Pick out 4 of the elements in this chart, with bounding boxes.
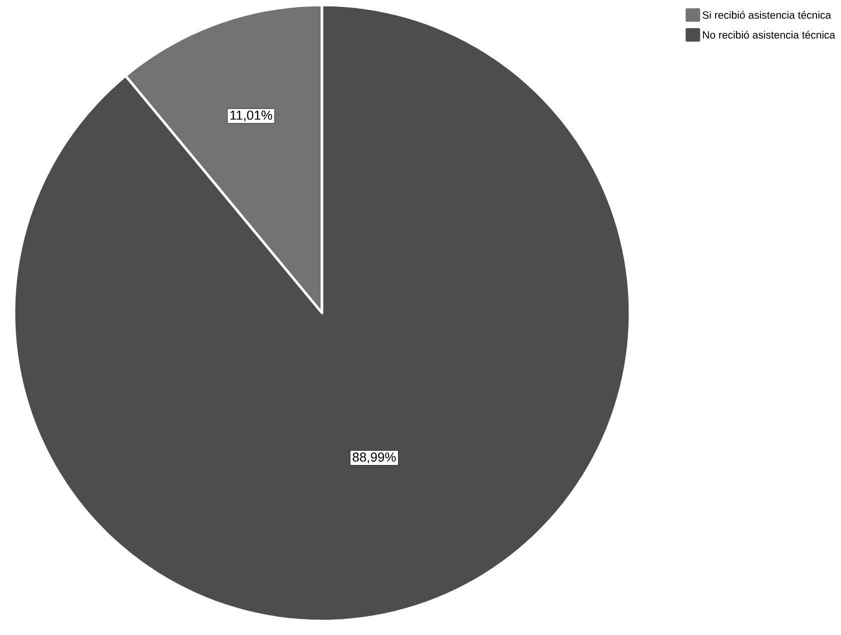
legend-label: Si recibió asistencia técnica (702, 10, 832, 19)
data-label: 11,01% (230, 110, 272, 122)
slice-label: No recibió asistencia técnica (703, 30, 836, 39)
data-label: 88,99% (352, 452, 396, 464)
